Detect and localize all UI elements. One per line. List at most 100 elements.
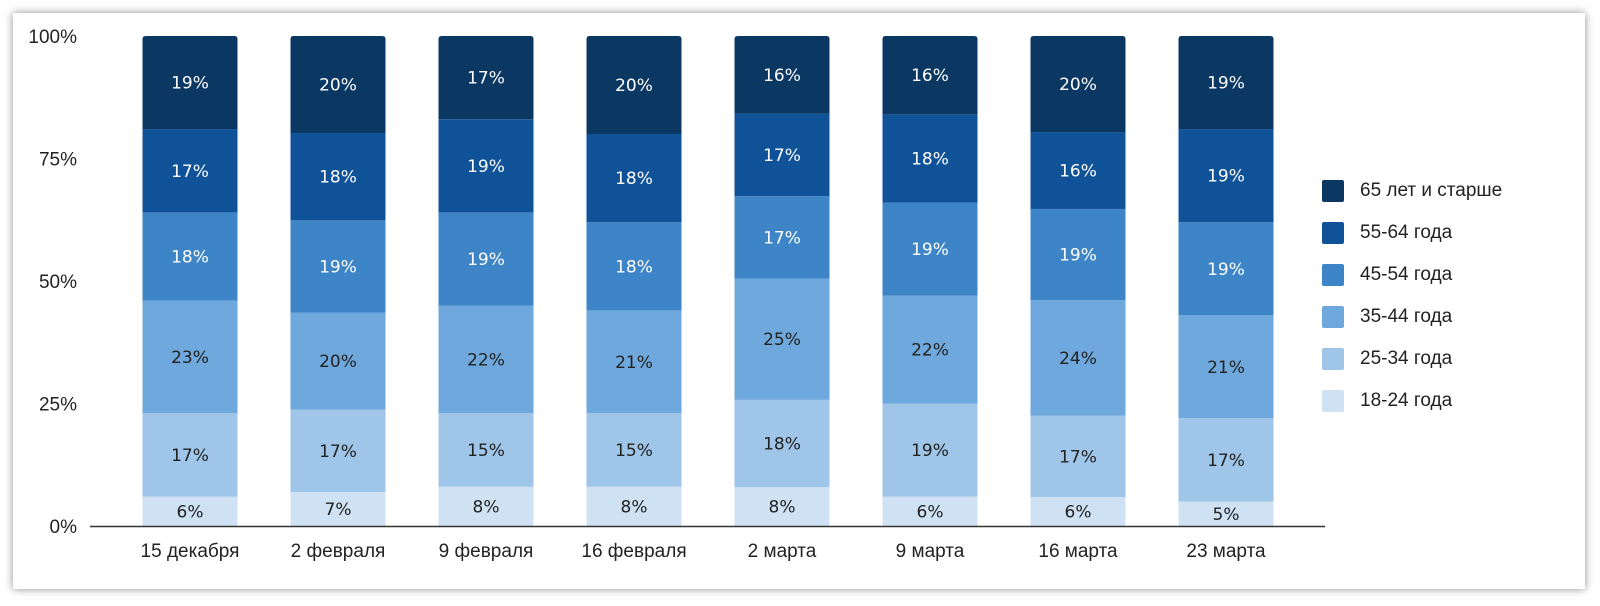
data-label: 18% — [911, 150, 949, 170]
data-label: 8% — [769, 498, 796, 518]
data-label: 20% — [319, 76, 357, 96]
bar-segment — [290, 312, 386, 410]
data-label: 23% — [171, 348, 209, 368]
y-tick-label: 0% — [50, 517, 78, 538]
bar-segment — [1178, 36, 1274, 130]
bar-segment — [734, 196, 830, 279]
data-label: 21% — [1207, 358, 1245, 378]
bar-segment — [586, 413, 682, 487]
data-label: 17% — [171, 162, 209, 182]
legend-label: 35-44 года — [1360, 306, 1453, 327]
bar-segment — [142, 129, 238, 213]
data-label: 18% — [615, 257, 653, 277]
legend-swatch — [1322, 390, 1344, 412]
data-label: 25% — [763, 330, 801, 350]
bar-segment — [586, 222, 682, 311]
bar-segment — [438, 305, 534, 414]
bar-segment — [734, 487, 830, 526]
data-label: 6% — [1065, 503, 1092, 523]
bar-segment — [290, 409, 386, 493]
bar-segment — [142, 36, 238, 130]
bar-segment — [142, 413, 238, 497]
bar-segment — [438, 119, 534, 213]
bar-segment — [290, 36, 386, 134]
bar-segment — [1178, 129, 1274, 223]
bar-segment — [586, 486, 682, 526]
x-tick-label: 9 марта — [896, 541, 965, 562]
bar-segment — [882, 202, 978, 296]
bar-segment — [734, 36, 830, 114]
bar-segment — [290, 133, 386, 221]
bar-segment — [734, 113, 830, 197]
bar-segment — [1178, 418, 1274, 502]
bar-segment — [1030, 208, 1126, 301]
legend-swatch — [1322, 306, 1344, 328]
bar-segment — [1030, 132, 1126, 209]
x-tick-label: 2 марта — [748, 541, 817, 562]
legend-swatch — [1322, 222, 1344, 244]
legend: 65 лет и старше 55-64 года 45-54 года 35-44… — [1322, 170, 1502, 422]
data-label: 19% — [911, 240, 949, 260]
bar-segment — [734, 399, 830, 488]
x-tick-label: 16 февраля — [581, 541, 686, 562]
data-label: 6% — [177, 502, 204, 522]
legend-item: 25-34 года — [1322, 338, 1502, 380]
legend-item: 18-24 года — [1322, 380, 1502, 422]
legend-item: 35-44 года — [1322, 296, 1502, 338]
legend-label: 55-64 года — [1360, 222, 1453, 243]
data-label: 17% — [171, 446, 209, 466]
data-label: 8% — [473, 497, 500, 517]
data-label: 19% — [467, 250, 505, 270]
data-label: 15% — [615, 441, 653, 461]
x-tick-label: 23 марта — [1186, 541, 1266, 562]
y-tick-label: 50% — [39, 272, 77, 293]
data-label: 20% — [1059, 75, 1097, 95]
data-label: 19% — [1207, 167, 1245, 187]
data-label: 17% — [763, 228, 801, 248]
data-label: 19% — [171, 74, 209, 94]
bar-segment — [438, 36, 534, 120]
data-label: 18% — [171, 248, 209, 268]
x-tick-label: 2 февраля — [291, 541, 386, 562]
bar-segment — [1030, 497, 1126, 526]
bar-segment — [882, 403, 978, 497]
y-tick-label: 75% — [39, 150, 77, 171]
legend-swatch — [1322, 180, 1344, 202]
bar-segment — [438, 413, 534, 487]
legend-item: 65 лет и старше — [1322, 170, 1502, 212]
legend-label: 65 лет и старше — [1360, 180, 1503, 201]
data-label: 19% — [911, 441, 949, 461]
data-label: 6% — [917, 502, 944, 522]
bar-segment — [142, 300, 238, 414]
bar-segment — [1178, 222, 1274, 316]
data-label: 17% — [319, 442, 357, 462]
data-label: 8% — [621, 497, 648, 517]
data-label: 7% — [325, 500, 352, 520]
legend-label: 18-24 года — [1360, 390, 1453, 411]
data-label: 20% — [319, 352, 357, 372]
bar-segment — [882, 114, 978, 203]
bar-segment — [438, 486, 534, 526]
data-label: 20% — [615, 76, 653, 96]
legend-swatch — [1322, 264, 1344, 286]
x-tick-label: 16 марта — [1038, 541, 1118, 562]
bar-segment — [1178, 315, 1274, 419]
data-label: 17% — [1207, 451, 1245, 471]
legend-label: 25-34 года — [1360, 348, 1453, 369]
y-tick-label: 25% — [39, 395, 77, 416]
legend-label: 45-54 года — [1360, 264, 1453, 285]
bar-segment — [734, 278, 830, 400]
bar-segment — [1030, 36, 1126, 133]
legend-item: 45-54 года — [1322, 254, 1502, 296]
data-label: 15% — [467, 441, 505, 461]
bar-segment — [1030, 300, 1126, 416]
bar-segment — [1178, 501, 1274, 526]
bar-segment — [586, 36, 682, 134]
legend-swatch — [1322, 348, 1344, 370]
data-label: 19% — [1207, 74, 1245, 94]
bar-segment — [882, 295, 978, 404]
data-label: 19% — [319, 257, 357, 277]
data-label: 19% — [467, 157, 505, 177]
bar-segment — [142, 212, 238, 301]
